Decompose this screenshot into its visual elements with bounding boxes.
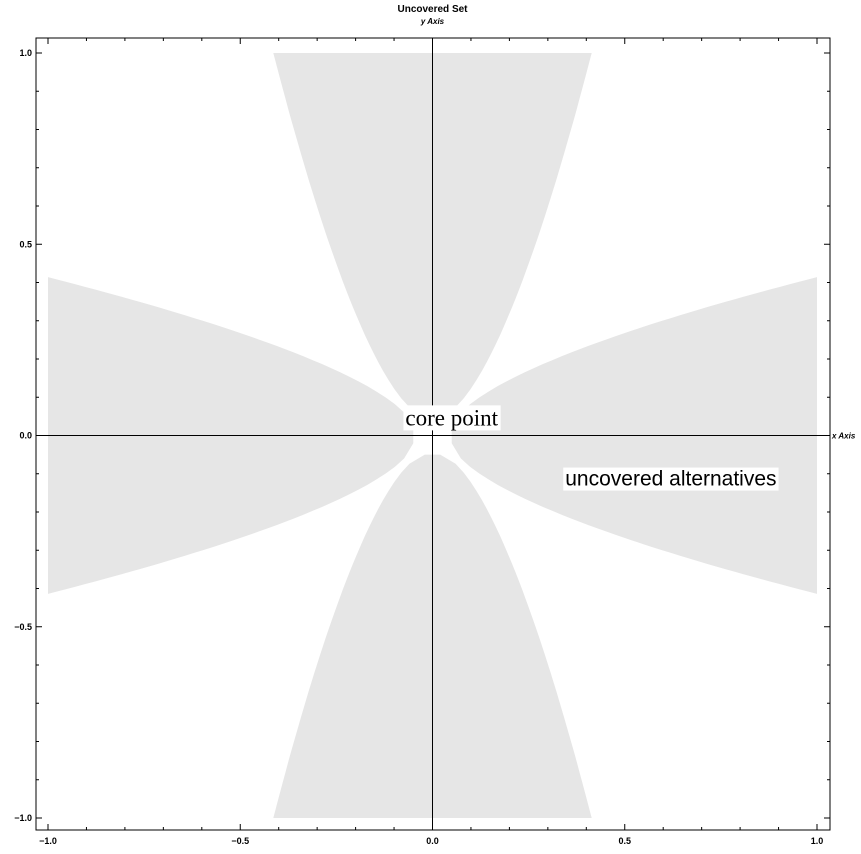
y-tick-label: −1.0 — [14, 813, 32, 823]
x-tick-label: −1.0 — [39, 836, 57, 846]
chart-title: Uncovered Set — [397, 4, 468, 15]
annotation-background — [403, 405, 501, 431]
x-tick-label: 0.0 — [426, 836, 439, 846]
annotation-uncovered-alternatives: uncovered alternatives — [565, 468, 776, 491]
annotation-background — [563, 467, 779, 491]
y-tick-label: 1.0 — [19, 48, 32, 58]
y-axis-label: y Axis — [420, 17, 445, 26]
annotation-core-point: core point — [405, 405, 498, 430]
x-axis-label: x Axis — [831, 432, 856, 441]
x-tick-label: 0.5 — [618, 836, 631, 846]
ticks-layer: −1.0 −0.5 0.0 0.5 1.0 −1.0 −0.5 0.0 0.5 1.0 — [14, 38, 830, 846]
y-tick-label: 0.5 — [19, 239, 32, 249]
x-tick-label: 1.0 — [811, 836, 824, 846]
y-tick-label: 0.0 — [19, 431, 32, 441]
x-tick-label: −0.5 — [231, 836, 249, 846]
y-tick-label: −0.5 — [14, 622, 32, 632]
